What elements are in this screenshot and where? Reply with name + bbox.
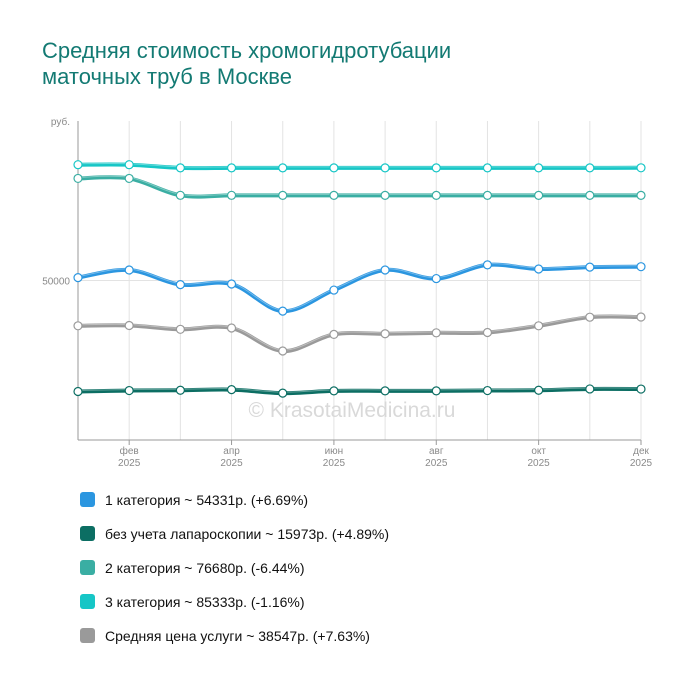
x-tick-label-year: 2025 — [220, 458, 243, 469]
data-point — [278, 346, 288, 356]
x-tick-label-month: апр — [223, 446, 240, 457]
data-point — [73, 173, 83, 184]
data-point — [278, 190, 288, 200]
x-tick-label-year: 2025 — [118, 458, 141, 469]
chart-title-line-1: Средняя стоимость хромогидротубации — [42, 38, 452, 63]
data-point — [175, 190, 185, 200]
data-point — [329, 163, 339, 173]
data-point — [175, 163, 185, 173]
legend-label: 2 категория ~ 76680р. (-6.44%) — [105, 560, 305, 576]
data-point — [482, 190, 493, 200]
data-point — [636, 190, 646, 200]
data-point — [124, 173, 134, 184]
data-point — [534, 163, 544, 173]
y-tick-label: 50000 — [42, 277, 70, 288]
data-point — [431, 386, 441, 396]
data-point — [226, 279, 237, 289]
legend-swatch — [80, 492, 95, 507]
data-point — [226, 163, 237, 173]
x-tick-label-month: дек — [633, 446, 649, 457]
legend-label: 1 категория ~ 54331р. (+6.69%) — [105, 492, 309, 508]
data-point — [226, 190, 237, 200]
data-point — [585, 384, 595, 394]
data-point — [431, 328, 441, 338]
data-point — [636, 163, 646, 173]
data-point — [329, 386, 339, 396]
data-point — [278, 306, 288, 316]
data-point — [124, 385, 134, 396]
data-point — [380, 265, 390, 275]
legend-label: без учета лапароскопии ~ 15973р. (+4.89%… — [105, 526, 390, 542]
x-tick-label-year: 2025 — [630, 458, 653, 469]
data-point — [380, 163, 390, 173]
data-point — [226, 384, 237, 395]
legend-swatch — [80, 560, 95, 575]
x-tick-label-month: июн — [325, 446, 344, 457]
data-point — [73, 321, 83, 331]
data-point — [73, 386, 83, 397]
series-line-1 — [76, 175, 643, 199]
legend-label: 3 категория ~ 85333р. (-1.16%) — [105, 594, 305, 610]
y-axis-label: руб. — [51, 116, 70, 128]
x-tick-label-month: окт — [531, 446, 546, 457]
data-point — [585, 312, 595, 322]
data-point — [482, 260, 493, 270]
data-point — [380, 386, 390, 396]
data-point — [534, 321, 544, 331]
data-point — [636, 384, 646, 394]
data-point — [482, 385, 493, 396]
data-point — [124, 320, 134, 331]
data-point — [175, 385, 185, 395]
legend-swatch — [80, 594, 95, 609]
data-point — [380, 190, 390, 200]
data-point — [585, 190, 595, 200]
data-point — [585, 262, 595, 272]
data-point — [124, 160, 134, 170]
x-tick-label-month: авг — [429, 446, 444, 457]
legend-swatch — [80, 526, 95, 541]
data-point — [534, 190, 544, 200]
data-point — [278, 388, 288, 398]
data-point — [73, 273, 83, 283]
data-point — [431, 273, 441, 284]
data-point — [175, 324, 185, 334]
data-point — [534, 385, 544, 395]
x-tick-label-year: 2025 — [425, 458, 448, 469]
data-point — [278, 163, 288, 173]
data-point — [482, 327, 493, 338]
legend-swatch — [80, 628, 95, 643]
data-point — [431, 190, 441, 200]
data-point — [226, 323, 237, 333]
series-line-1-highlight — [77, 175, 641, 197]
series-line-2 — [76, 262, 643, 314]
chart-title: Средняя стоимость хромогидротубации мато… — [42, 38, 662, 90]
data-point — [329, 285, 339, 295]
data-point — [431, 163, 441, 173]
data-point — [329, 190, 339, 200]
data-point — [73, 160, 83, 170]
data-point — [585, 163, 595, 173]
data-point — [329, 329, 339, 340]
data-point — [482, 163, 493, 173]
data-point — [380, 329, 390, 339]
data-point — [636, 312, 646, 322]
x-tick-label-year: 2025 — [528, 458, 551, 469]
watermark: © KrasotaiMedicina.ru — [249, 399, 456, 422]
data-point — [175, 280, 185, 290]
data-point — [636, 262, 646, 272]
data-point — [534, 264, 544, 274]
x-tick-label-month: фев — [120, 445, 139, 457]
legend-label: Средняя цена услуги ~ 38547р. (+7.63%) — [105, 628, 370, 644]
x-tick-label-year: 2025 — [323, 458, 346, 469]
data-point — [124, 265, 134, 275]
chart-title-line-2: маточных труб в Москве — [42, 64, 292, 89]
